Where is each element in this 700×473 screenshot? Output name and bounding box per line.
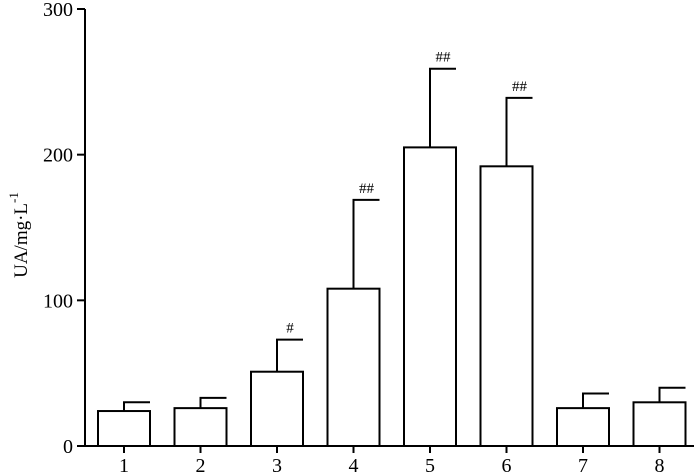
significance-mark: # [286,321,294,337]
y-tick-label: 300 [43,0,73,21]
x-tick-label: 3 [272,455,282,473]
y-axis-title: UA/mg·L-1 [6,192,32,278]
y-tick-label: 100 [43,290,73,312]
bar [250,370,304,447]
significance-mark: ## [512,79,528,95]
bar [479,165,534,447]
bar [326,287,381,447]
x-tick-label: 7 [578,455,588,473]
x-tick-label: 4 [349,455,359,473]
y-axis-title-text: UA/mg·L [11,203,32,278]
x-ticks: 1 2 3 4 5 6 7 8 [119,446,665,473]
bar [632,401,687,447]
x-tick-label: 1 [119,455,129,473]
bars [97,146,687,448]
y-ticks: 0 100 200 300 [43,0,85,458]
bar [97,410,151,448]
y-axis-title-exponent: -1 [6,192,21,203]
significance-mark: ## [359,181,375,197]
x-tick-label: 2 [196,455,206,473]
significance-annotations: ####### [286,50,527,337]
bar [403,146,457,447]
error-bars [123,67,686,412]
x-tick-label: 5 [425,455,435,473]
bar [556,407,610,448]
y-tick-label: 200 [43,145,73,167]
x-tick-label: 6 [502,455,512,473]
bar [173,407,228,448]
x-tick-label: 8 [655,455,665,473]
y-tick-label: 0 [63,436,73,458]
significance-mark: ## [436,50,452,66]
